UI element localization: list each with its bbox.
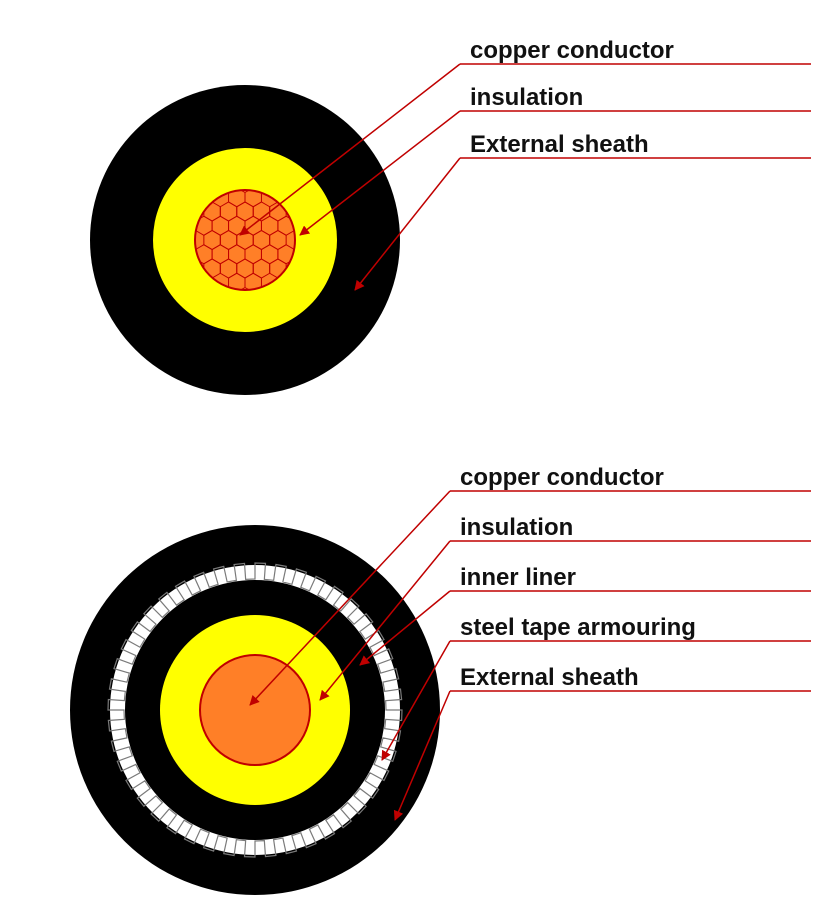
label-external_sheath: External sheath: [460, 664, 639, 691]
cable-cross-section-top: [90, 85, 400, 395]
cable-cross-section-bottom: [70, 525, 440, 895]
label-steel_tape_armouring: steel tape armouring: [460, 614, 696, 641]
label-insulation: insulation: [460, 514, 573, 541]
label-external_sheath: External sheath: [470, 131, 649, 158]
label-copper_conductor: copper conductor: [460, 464, 664, 491]
label-inner_liner: inner liner: [460, 564, 576, 591]
label-copper_conductor: copper conductor: [470, 37, 674, 64]
label-insulation: insulation: [470, 84, 583, 111]
layer-copper_conductor: [200, 655, 310, 765]
